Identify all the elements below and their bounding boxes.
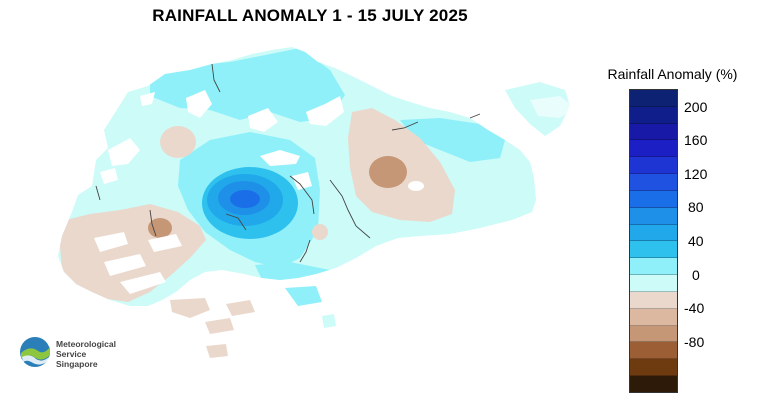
anomaly-100-120 (230, 190, 260, 208)
legend-swatch: 0 (630, 275, 677, 292)
legend-swatch: -40 (630, 308, 677, 326)
deficit-zone-south (312, 224, 328, 240)
legend-swatch: -80 (630, 342, 677, 360)
legend-label: 160 (684, 132, 708, 149)
legend-label: 200 (684, 98, 708, 115)
legend-swatch: 160 (630, 140, 677, 158)
legend-swatch: -20 (630, 291, 677, 309)
legend-label: 40 (688, 233, 704, 249)
legend-swatch: -120 (630, 376, 677, 392)
deficit-zone-northwest (160, 126, 196, 158)
legend-swatch: 80 (630, 207, 677, 225)
singapore-rainfall-map (58, 47, 575, 358)
legend-swatch: 60 (630, 224, 677, 242)
legend-swatch: 40 (630, 241, 677, 259)
anomaly-zone-east (400, 118, 505, 162)
logo-text: Meteorological Service Singapore (56, 339, 116, 369)
legend-label: 120 (684, 165, 708, 182)
legend-swatch: 140 (630, 157, 677, 175)
mss-logo-icon (20, 337, 50, 367)
map-title: RAINFALL ANOMALY 1 - 15 JULY 2025 (152, 6, 468, 25)
legend-color-bar: 220200180160140120100806040200-20-40-60-… (629, 89, 678, 393)
western-islands-cutout (94, 232, 182, 294)
legend-label: -80 (684, 333, 705, 350)
legend-swatch: 20 (630, 258, 677, 276)
legend-swatch: 200 (630, 106, 677, 124)
legend-swatch: -100 (630, 359, 677, 377)
legend-swatch: 120 (630, 174, 677, 191)
legend-swatch: 180 (630, 123, 677, 141)
legend-title: Rainfall Anomaly (%) (607, 66, 738, 82)
reservoirs (100, 90, 424, 191)
legend-swatch: 100 (630, 190, 677, 208)
legend-label: 80 (688, 199, 704, 216)
deficit-core-east (369, 156, 407, 188)
legend-label: -40 (684, 300, 705, 317)
legend-label: 0 (692, 266, 700, 283)
deficit-core-west (148, 218, 172, 238)
offshore-islands (170, 82, 575, 358)
legend-swatch: -60 (630, 325, 677, 343)
road-lines (95, 63, 481, 263)
legend-swatch: 220 (630, 90, 677, 107)
